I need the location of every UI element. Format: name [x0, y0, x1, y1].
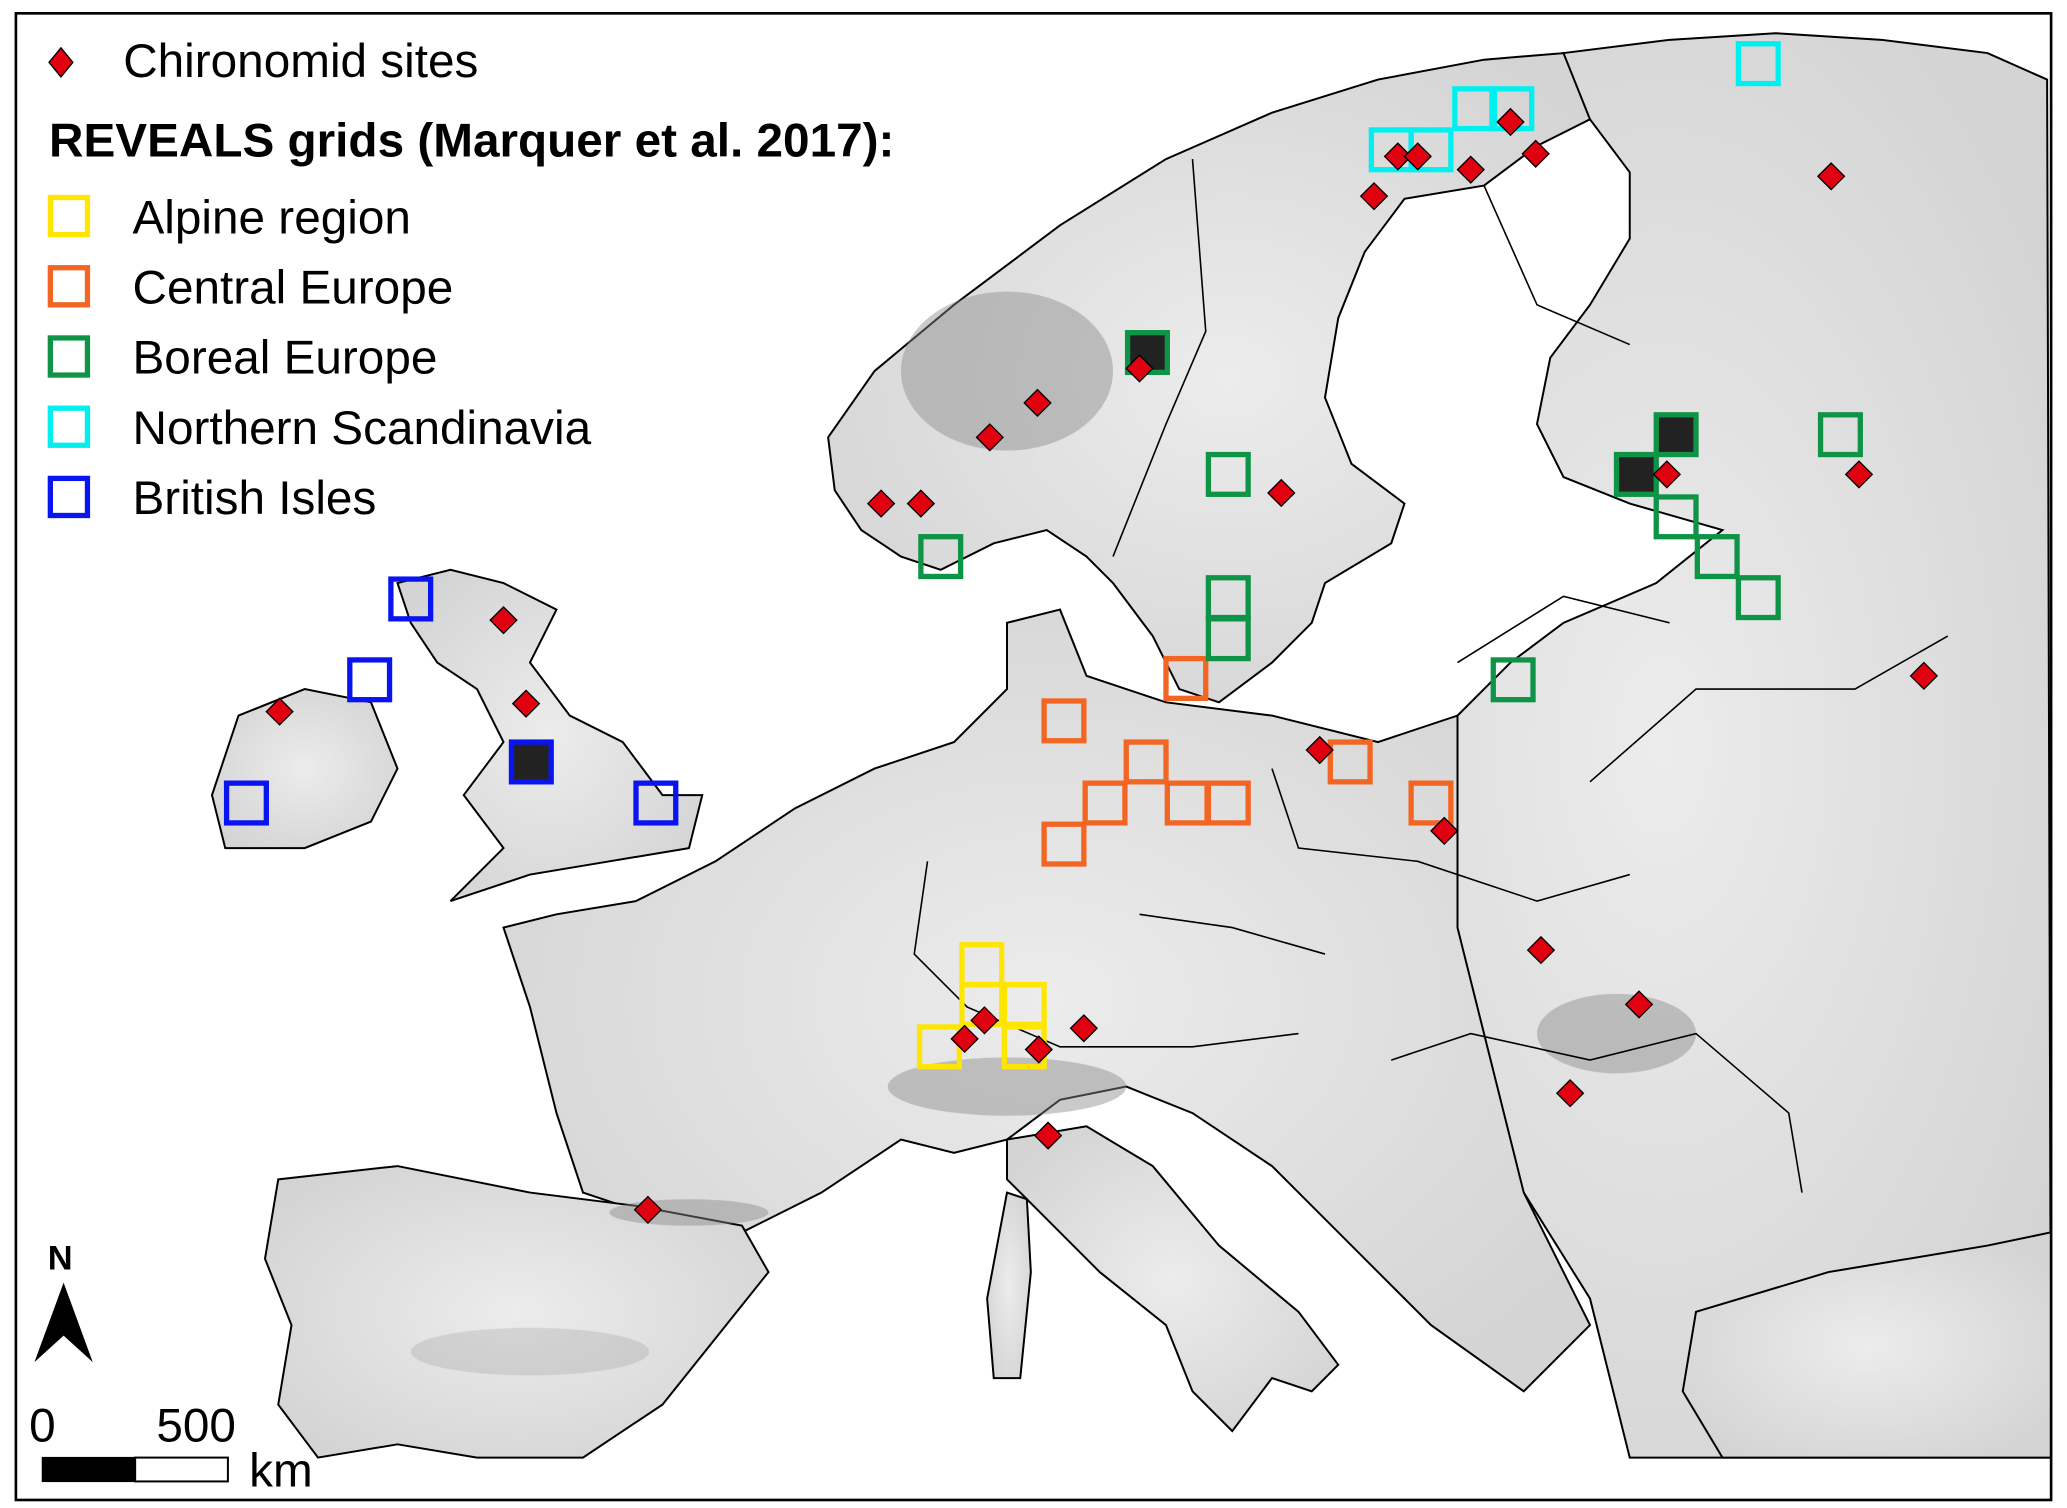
chironomid-site-marker: [1125, 354, 1154, 383]
chironomid-site-marker: [1033, 1121, 1063, 1150]
legend-swatch-3: [47, 405, 91, 448]
north-arrow: N: [34, 1239, 93, 1363]
reveals-grid-cell: [1694, 534, 1740, 580]
legend-grids-title: REVEALS grids (Marquer et al. 2017):: [49, 114, 894, 167]
reveals-grid-cell: [1041, 698, 1087, 744]
land-masses: [210, 32, 2053, 1459]
chironomid-site-marker: [511, 689, 541, 718]
reveals-grid-cell: [1327, 739, 1373, 785]
reveals-grid-cell: [1082, 780, 1128, 826]
chironomid-site-marker: [1909, 661, 1939, 691]
north-label: N: [48, 1239, 73, 1277]
chironomid-site-marker: [265, 697, 294, 726]
legend-region-label: British Isles: [132, 472, 376, 525]
chironomid-site-marker: [1403, 142, 1432, 171]
reveals-grid-cell: [1041, 821, 1087, 867]
legend-swatch-4: [47, 475, 91, 519]
chironomid-site-marker: [1456, 155, 1485, 184]
scale-start: 0: [29, 1400, 56, 1453]
reveals-grid-cell: [1205, 780, 1251, 826]
chironomid-site-marker: [1267, 478, 1296, 508]
chironomid-site-marker: [1652, 460, 1682, 489]
chironomid-site-marker: [489, 605, 518, 635]
chironomid-site-marker: [1383, 142, 1413, 171]
italy: [1006, 1125, 1340, 1433]
reveals-grid-cell: [1163, 655, 1209, 701]
chironomid-site-marker: [866, 489, 896, 518]
reveals-grid-cell: [1817, 412, 1863, 458]
mountain-relief: [410, 291, 1696, 1376]
legend-swatch-2: [47, 335, 91, 378]
reveals-grid-cell: [223, 780, 269, 826]
scandinavia: [827, 52, 1632, 704]
chironomid-site-marker: [1624, 990, 1654, 1019]
chironomid-site-marker: [1521, 139, 1550, 168]
chironomid-site-marker: [1023, 388, 1052, 418]
legend: Chironomid sites REVEALS grids (Marquer …: [47, 35, 894, 525]
ireland: [210, 688, 399, 850]
chironomid-site-marker: [1359, 181, 1389, 211]
legend-region-label: Boreal Europe: [132, 332, 437, 385]
corsica-sardinia: [986, 1191, 1032, 1380]
chironomid-site-marker: [975, 423, 1004, 452]
chironomid-site-marker: [1816, 162, 1846, 191]
country-borders: [913, 159, 1949, 1193]
scale-end: 500: [156, 1400, 236, 1453]
map-frame: [14, 12, 2053, 1502]
reveals-grid-cell: [1205, 616, 1251, 662]
reveals-grid-cell: [1653, 412, 1699, 458]
reveals-grid-cell: [1735, 575, 1781, 621]
scale-bar: 0 500 km: [29, 1400, 313, 1498]
reveals-grid-cell: [1408, 780, 1454, 826]
chironomid-site-marker: [1555, 1079, 1585, 1108]
great-britain: [396, 568, 704, 903]
reveals-grid-cell: [1490, 657, 1536, 703]
chironomid-site-marker: [1526, 935, 1556, 965]
chironomid-site-marker: [1305, 735, 1334, 765]
reveals-grid-cell: [1205, 451, 1251, 497]
chironomid-site-marker: [1496, 107, 1525, 137]
legend-region-label: Alpine region: [132, 191, 410, 244]
reveals-grid-cell: [1735, 41, 1781, 87]
iberia: [263, 1165, 770, 1459]
reveals-grid-cell: [347, 657, 393, 703]
reveals-grid-cell: [1123, 739, 1169, 785]
reveals-grid-cell: [633, 780, 679, 826]
scale-unit: km: [249, 1445, 313, 1498]
legend-sites-label: Chironomid sites: [123, 35, 478, 88]
chironomid-site-marker: [970, 1006, 999, 1035]
legend-region-label: Northern Scandinavia: [132, 402, 591, 455]
legend-swatch-1: [47, 265, 91, 308]
north-arrow-icon: [34, 1282, 93, 1363]
reveals-grid-cell: [1653, 494, 1699, 540]
chironomid-site-marker: [1069, 1014, 1099, 1043]
reveals-grid-cell: [1613, 451, 1659, 497]
chironomid-site-marker: [950, 1024, 979, 1054]
chironomid-site-marker: [906, 489, 936, 518]
reveals-grid-cell: [508, 739, 554, 785]
reveals-grid-cell: [388, 576, 434, 622]
reveals-grid-cell: [918, 534, 964, 580]
site-legend-icon: [48, 46, 74, 78]
legend-region-label: Central Europe: [132, 262, 453, 315]
chironomid-site-marker: [1844, 460, 1874, 489]
chironomid-site-marker: [633, 1195, 663, 1224]
chironomid-site-marker: [1024, 1035, 1053, 1064]
chironomid-site-marker: [1430, 816, 1459, 846]
legend-swatch-0: [47, 194, 91, 238]
chironomid-sites: [265, 107, 1939, 1224]
